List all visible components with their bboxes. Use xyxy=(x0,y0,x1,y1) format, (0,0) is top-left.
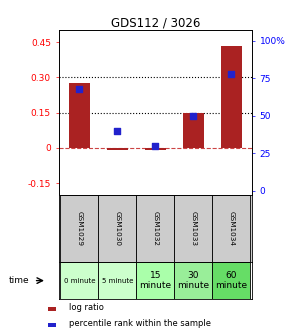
Bar xyxy=(48,323,56,327)
Bar xyxy=(136,195,174,262)
Point xyxy=(191,113,195,118)
Text: 60
minute: 60 minute xyxy=(215,271,247,290)
Text: GSM1033: GSM1033 xyxy=(190,211,196,246)
Bar xyxy=(174,262,212,299)
Bar xyxy=(183,113,204,148)
Text: GSM1029: GSM1029 xyxy=(76,211,82,246)
Text: time: time xyxy=(9,276,29,285)
Point xyxy=(229,71,234,76)
Bar xyxy=(98,262,136,299)
Point xyxy=(77,86,82,91)
Bar xyxy=(212,262,250,299)
Bar xyxy=(69,83,90,148)
Text: GSM1034: GSM1034 xyxy=(228,211,234,246)
Text: log ratio: log ratio xyxy=(69,303,104,312)
Bar xyxy=(48,307,56,311)
Bar xyxy=(107,148,128,150)
Title: GDS112 / 3026: GDS112 / 3026 xyxy=(110,16,200,29)
Text: 30
minute: 30 minute xyxy=(177,271,209,290)
Bar xyxy=(145,148,166,150)
Text: GSM1030: GSM1030 xyxy=(114,211,120,246)
Text: 15
minute: 15 minute xyxy=(139,271,171,290)
Bar xyxy=(98,195,136,262)
Bar xyxy=(60,262,98,299)
Text: GSM1032: GSM1032 xyxy=(152,211,158,246)
Text: 5 minute: 5 minute xyxy=(102,278,133,284)
Bar xyxy=(212,195,250,262)
Point xyxy=(115,128,120,133)
Point xyxy=(153,143,158,148)
Bar xyxy=(221,46,241,148)
Text: 0 minute: 0 minute xyxy=(64,278,95,284)
Bar xyxy=(174,195,212,262)
Bar xyxy=(136,262,174,299)
Bar xyxy=(60,195,98,262)
Text: percentile rank within the sample: percentile rank within the sample xyxy=(69,319,211,328)
